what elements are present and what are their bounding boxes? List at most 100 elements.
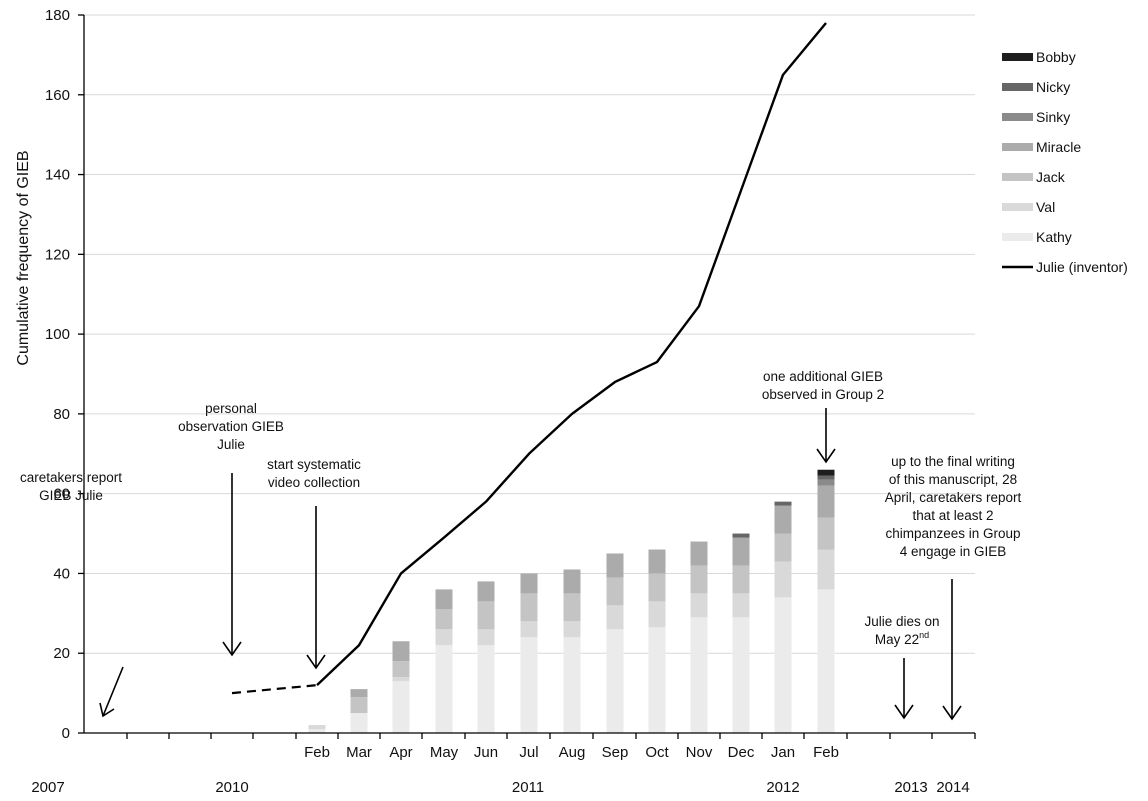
svg-text:Julie: Julie [217, 437, 245, 452]
svg-text:Julie dies on: Julie dies on [864, 614, 939, 629]
julie-line [231, 22, 827, 695]
arrow-one-additional [816, 408, 836, 464]
legend-item-jack: Jack [1002, 169, 1066, 185]
bar-jack-8 [648, 573, 666, 602]
arrow-one-additional-head [816, 448, 836, 464]
bar-kathy-3 [435, 645, 453, 733]
bar-kathy-12 [817, 589, 835, 733]
x-tick-label-jul: Jul [519, 744, 538, 761]
bar-val-7 [606, 605, 624, 630]
svg-text:that at least 2: that at least 2 [912, 508, 993, 523]
x-tick-label-feb: Feb [813, 744, 839, 761]
y-tick-labels: 0 20 40 60 80 100 120 140 160 180 [45, 7, 70, 742]
svg-text:chimpanzees in Group: chimpanzees in Group [885, 526, 1020, 541]
bar-miracle-12 [817, 485, 835, 518]
bar-kathy-7 [606, 629, 624, 733]
bar-kathy-4 [477, 645, 495, 733]
y-tick-label-40: 40 [53, 565, 70, 582]
arrow-up-to-final-head [942, 705, 962, 721]
bar-miracle-6 [563, 569, 581, 594]
bar-sinky-12 [817, 479, 835, 486]
bar-val-11 [774, 561, 792, 598]
year-label-2012: 2012 [766, 779, 799, 796]
legend-swatch [1002, 53, 1033, 61]
bar-val-8 [648, 601, 666, 628]
bar-miracle-8 [648, 549, 666, 574]
legend: Bobby Nicky Sinky Miracle Jack Val Kathy Julie … [1002, 49, 1128, 275]
year-label-2007: 2007 [31, 779, 64, 796]
bar-jack-9 [690, 565, 708, 594]
bar-jack-10 [732, 565, 750, 594]
year-label-2014: 2014 [936, 779, 969, 796]
bar-jack-5 [520, 593, 538, 622]
julie-dies-suffix: nd [919, 630, 929, 640]
y-tick-label-160: 160 [45, 87, 70, 104]
bar-kathy-0 [308, 729, 326, 733]
legend-item-nicky: Nicky [1002, 79, 1070, 95]
svg-text:GIEB Julie: GIEB Julie [39, 488, 103, 503]
legend-item-julie-inventor: Julie (inventor) [1002, 259, 1128, 275]
svg-text:of this manuscript, 28: of this manuscript, 28 [889, 472, 1017, 487]
legend-label: Sinky [1036, 109, 1070, 125]
x-tick-label-jun: Jun [474, 744, 498, 761]
arrow-caretakers-head [99, 702, 115, 718]
legend-item-sinky: Sinky [1002, 109, 1070, 125]
bar-val-4 [477, 629, 495, 646]
legend-swatch [1002, 143, 1033, 151]
svg-text:start systematic: start systematic [267, 457, 361, 472]
legend-item-miracle: Miracle [1002, 139, 1081, 155]
year-labels: 2007 2010 2011 2012 2013 2014 [31, 779, 969, 796]
bar-miracle-1 [350, 689, 368, 698]
bar-miracle-7 [606, 553, 624, 578]
bar-jack-3 [435, 609, 453, 630]
annotation-up-to-final-writing: up to the final writing of this manuscri… [885, 454, 1022, 559]
svg-text:up to the final writing: up to the final writing [891, 454, 1015, 469]
bar-val-6 [563, 621, 581, 638]
bar-jack-11 [774, 533, 792, 562]
bar-miracle-5 [520, 573, 538, 594]
svg-text:video collection: video collection [268, 475, 360, 490]
legend-label: Nicky [1036, 79, 1070, 95]
legend-swatch [1002, 233, 1033, 241]
bar-nicky-11 [774, 501, 792, 506]
bar-kathy-2 [392, 681, 410, 733]
bar-jack-1 [350, 697, 368, 714]
arrow-caretakers-shaft [102, 666, 124, 717]
arrow-julie-dies-head [894, 704, 914, 720]
legend-swatch [1002, 113, 1033, 121]
arrow-caretakers-report [99, 666, 124, 718]
legend-swatch [1002, 203, 1033, 211]
annotation-start-systematic-video: start systematic video collection [267, 457, 361, 490]
bar-kathy-5 [520, 637, 538, 733]
arrow-julie-dies [894, 658, 914, 720]
legend-item-val: Val [1002, 199, 1055, 215]
svg-text:April, caretakers report: April, caretakers report [885, 490, 1022, 505]
year-label-2010: 2010 [215, 779, 248, 796]
bar-bobby-12 [817, 469, 835, 476]
bar-miracle-10 [732, 537, 750, 566]
legend-label: Bobby [1036, 49, 1076, 65]
axes [78, 14, 976, 739]
year-label-2013: 2013 [894, 779, 927, 796]
x-tick-label-jan: Jan [771, 744, 795, 761]
bar-jack-4 [477, 601, 495, 630]
year-label-2011: 2011 [512, 779, 544, 796]
bar-miracle-11 [774, 505, 792, 534]
legend-label: Jack [1036, 169, 1066, 185]
bar-nicky-10 [732, 533, 750, 538]
y-tick-label-80: 80 [53, 406, 70, 423]
arrow-up-to-final [942, 579, 962, 721]
annotation-one-additional-gieb: one additional GIEB observed in Group 2 [762, 369, 884, 402]
x-tick-label-sep: Sep [602, 744, 629, 761]
arrow-personal-observation [222, 473, 242, 657]
x-tick-label-dec: Dec [728, 744, 755, 761]
stacked-bars [308, 469, 835, 733]
bar-kathy-6 [563, 637, 581, 733]
bar-kathy-10 [732, 617, 750, 733]
annotation-arrows [99, 408, 962, 721]
bar-val-9 [690, 593, 708, 618]
legend-item-bobby: Bobby [1002, 49, 1076, 65]
legend-item-kathy: Kathy [1002, 229, 1072, 245]
y-tick-label-0: 0 [62, 725, 70, 742]
